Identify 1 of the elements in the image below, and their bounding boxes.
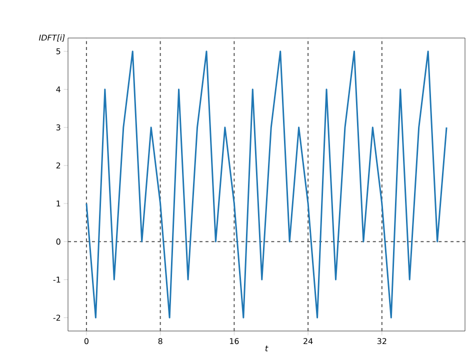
line-series <box>86 50 448 318</box>
